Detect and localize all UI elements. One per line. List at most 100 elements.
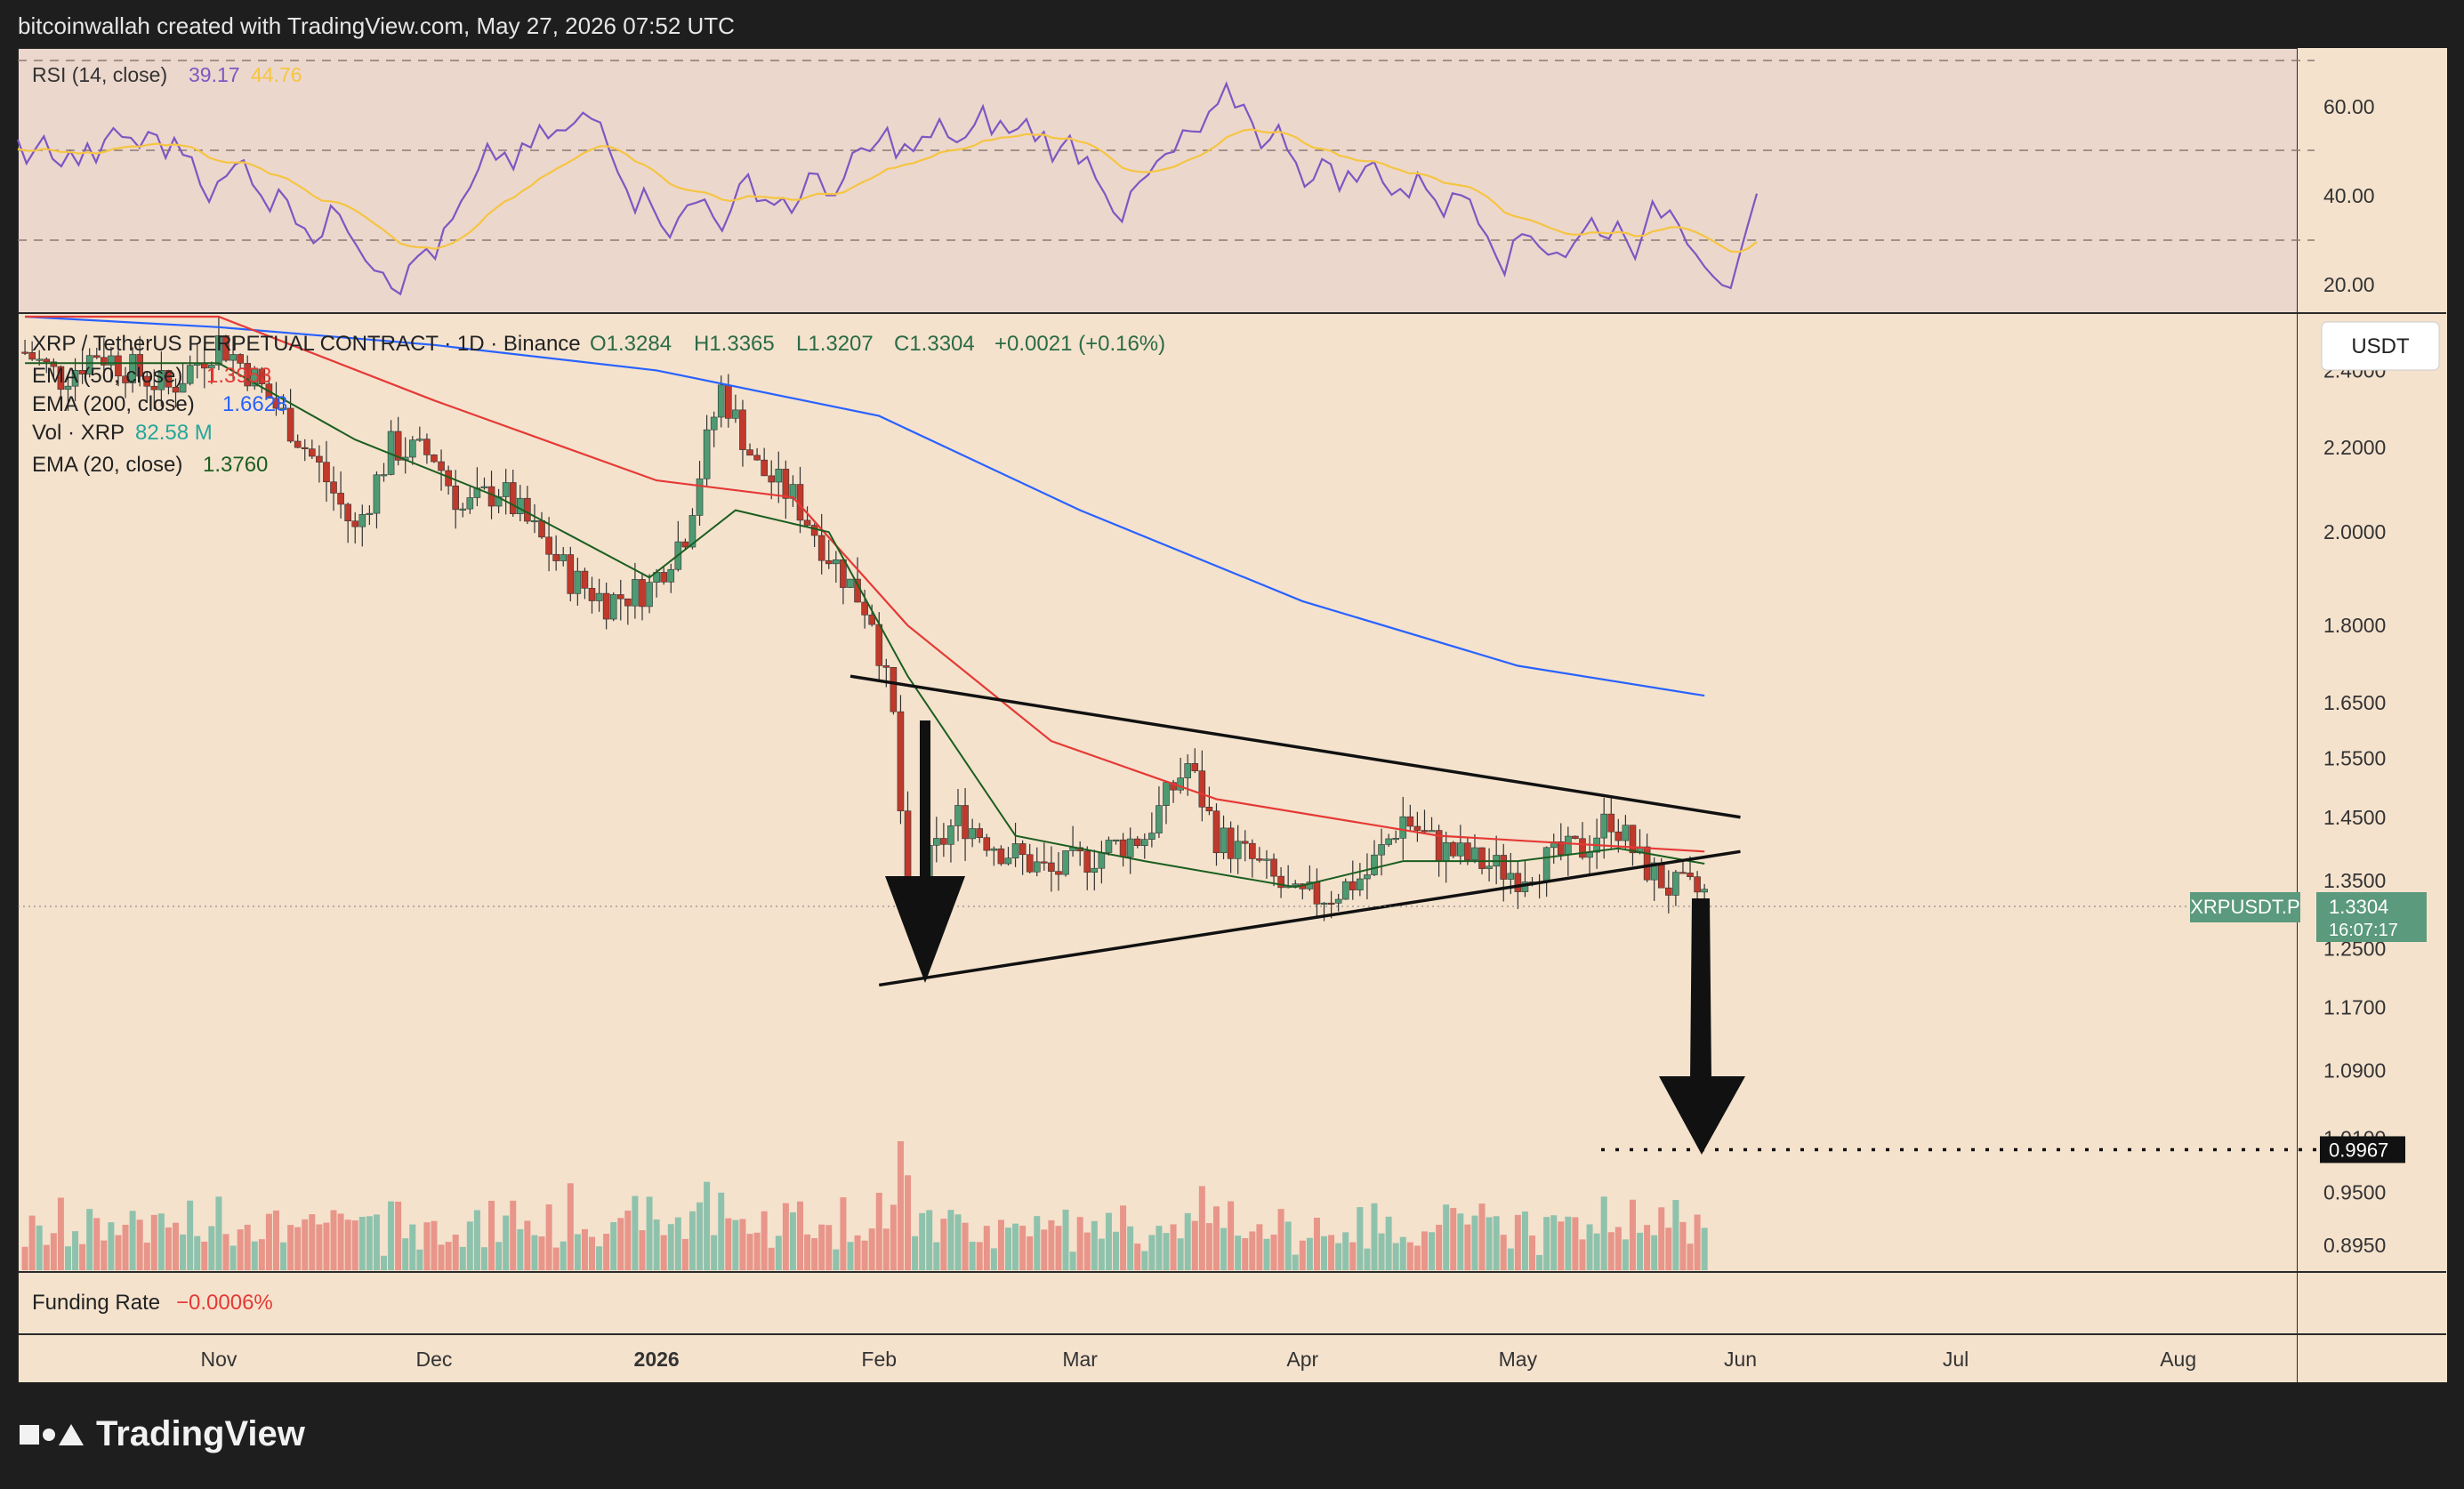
- volume-bar: [1471, 1215, 1478, 1270]
- time-axis-label: Jul: [1943, 1348, 1969, 1371]
- volume-bar: [330, 1210, 337, 1270]
- candle-body: [373, 474, 381, 514]
- candle-body: [1378, 844, 1385, 856]
- volume-bar: [517, 1228, 524, 1270]
- price-tick-label: 1.1700: [2323, 996, 2386, 1019]
- volume-bar: [466, 1221, 473, 1270]
- volume-bar: [1607, 1232, 1614, 1270]
- candle-body: [337, 493, 344, 505]
- volume-bar: [1429, 1232, 1436, 1270]
- candle-body: [538, 519, 545, 538]
- volume-bar: [265, 1213, 272, 1270]
- candle-body: [875, 624, 883, 666]
- candle-body: [1385, 838, 1392, 845]
- volume-bar: [933, 1242, 940, 1270]
- candle-body: [1542, 847, 1550, 882]
- volume-bar: [868, 1228, 875, 1270]
- logo-text: TradingView: [96, 1414, 305, 1453]
- candle-body: [632, 579, 639, 607]
- volume-bar: [1299, 1240, 1306, 1270]
- arrow-down-icon-left[interactable]: [885, 720, 965, 983]
- volume-bar: [1694, 1214, 1701, 1270]
- volume-bar: [681, 1238, 688, 1270]
- volume-bar: [926, 1210, 933, 1270]
- lower-trendline[interactable]: [878, 849, 1741, 987]
- candle-body: [1098, 852, 1106, 869]
- volume-bar: [57, 1197, 64, 1270]
- volume-bar: [115, 1235, 122, 1270]
- volume-bar: [272, 1210, 279, 1270]
- candle-body: [868, 615, 875, 625]
- volume-bar: [1041, 1229, 1048, 1270]
- target-price-tag: 0.9967: [2320, 1136, 2405, 1163]
- volume-bar: [122, 1224, 129, 1270]
- volume-bar: [761, 1211, 768, 1270]
- candle-body: [1263, 858, 1270, 861]
- volume-bar: [1406, 1242, 1413, 1270]
- volume-bar: [64, 1246, 71, 1270]
- volume-bar: [905, 1175, 912, 1270]
- candle-body: [330, 481, 337, 494]
- volume-bar: [624, 1211, 632, 1270]
- volume-bar: [983, 1226, 990, 1270]
- volume-bar: [825, 1225, 833, 1270]
- candle-body: [567, 554, 575, 594]
- volume-bar: [323, 1222, 330, 1270]
- candle-body: [1234, 841, 1242, 859]
- chart-frame[interactable]: [18, 48, 2316, 1384]
- volume-bar: [804, 1234, 811, 1270]
- candle-body: [717, 384, 725, 418]
- candle-body: [725, 384, 732, 419]
- candle-body: [803, 519, 811, 526]
- candle-body: [294, 440, 302, 448]
- candle-body: [746, 449, 753, 456]
- volume-bar: [1464, 1224, 1471, 1270]
- volume-bar: [919, 1212, 926, 1270]
- candle-body: [688, 515, 697, 548]
- volume-bar: [912, 1235, 919, 1270]
- candle-body: [394, 431, 402, 461]
- volume-bar: [1098, 1238, 1105, 1270]
- volume-bar: [93, 1218, 101, 1270]
- time-axis-labels: Nov Dec 2026 Feb Mar Apr May Jun Jul Aug: [200, 1348, 2196, 1371]
- volume-bar: [1572, 1217, 1579, 1270]
- candle-body: [1163, 782, 1170, 806]
- volume-bar: [833, 1249, 840, 1270]
- candle-body: [136, 354, 143, 377]
- volume-bar: [1220, 1227, 1228, 1270]
- volume-bar: [711, 1235, 718, 1270]
- tradingview-logo[interactable]: TradingView: [20, 1414, 305, 1454]
- upper-trendline[interactable]: [850, 674, 1741, 819]
- volume-bar: [28, 1215, 36, 1270]
- rsi-ma-value: 44.76: [251, 63, 302, 86]
- funding-rate-label: Funding Rate: [32, 1291, 160, 1315]
- candle-body: [1198, 770, 1206, 808]
- candle-body: [129, 354, 136, 383]
- candle-body: [1156, 805, 1163, 833]
- candle-body: [1019, 843, 1027, 856]
- volume-bar: [1256, 1224, 1263, 1270]
- candle-body: [768, 475, 776, 483]
- candle-body: [1119, 839, 1127, 857]
- time-axis-label: Jun: [1724, 1348, 1757, 1371]
- price-tick-label: 2.0000: [2323, 520, 2386, 543]
- volume-bar: [366, 1216, 373, 1270]
- currency-button[interactable]: USDT: [2321, 321, 2440, 371]
- candle-body: [1657, 862, 1665, 889]
- candle-body: [408, 439, 416, 458]
- volume-bar: [1687, 1244, 1694, 1270]
- volume-bar: [1249, 1231, 1256, 1270]
- volume-bar: [1579, 1239, 1586, 1270]
- volume-bar: [1284, 1221, 1292, 1270]
- candle-body: [351, 520, 359, 527]
- candle-body: [524, 497, 531, 522]
- candle-body: [1687, 873, 1694, 878]
- volume-bar: [165, 1227, 172, 1270]
- arrow-down-icon-right[interactable]: [1659, 898, 1745, 1155]
- volume-bar: [1478, 1203, 1486, 1270]
- rsi-label: RSI (14, close): [32, 63, 167, 86]
- ema50-legend-label: EMA (50, close): [32, 364, 182, 388]
- ema-200-line: [25, 315, 1705, 697]
- volume-bar: [875, 1192, 882, 1270]
